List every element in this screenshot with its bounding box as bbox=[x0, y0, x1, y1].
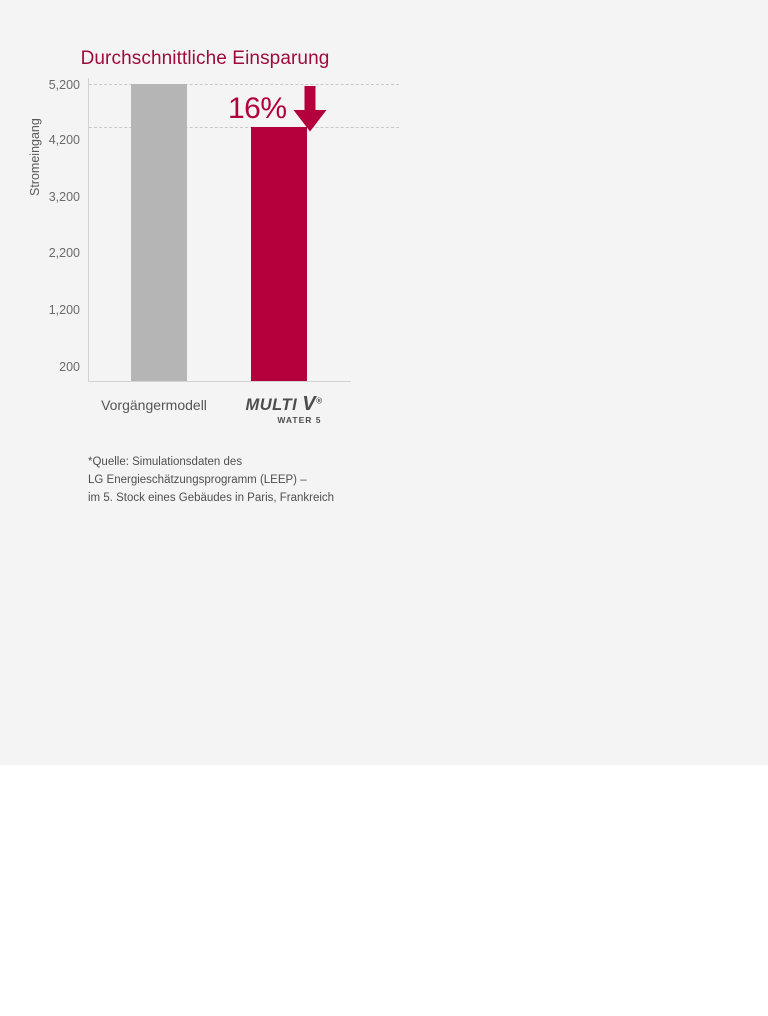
category-logo-multi-v-water-5: MULTI V® WATER 5 bbox=[245, 394, 322, 425]
ytick-label: 3,200 bbox=[48, 190, 80, 204]
ytick-label: 4,200 bbox=[48, 133, 80, 147]
ytick-label: 2,200 bbox=[48, 246, 80, 260]
ytick-label: 1,200 bbox=[48, 303, 80, 317]
savings-callout-left: 16% bbox=[228, 86, 327, 132]
logo-water5-text: WATER 5 bbox=[277, 415, 322, 425]
chart-electric-input: Durchschnittliche Einsparung Stromeingan… bbox=[0, 0, 410, 520]
plot-area-left: 5,200 4,200 3,200 2,200 1,200 200 bbox=[49, 78, 399, 382]
bar-multi-v-water-5 bbox=[251, 127, 307, 381]
ytick-label: 200 bbox=[59, 360, 80, 374]
chart-efficiency-eer: Efficiency (EER) 5.50 6.68 21% Vorgänger… bbox=[410, 0, 768, 520]
chart-title-left: Durchschnittliche Einsparung bbox=[80, 48, 330, 69]
arrow-down-icon bbox=[293, 86, 327, 132]
category-label-previous-model: Vorgängermodell bbox=[101, 397, 207, 413]
gridline-bar2-top bbox=[89, 127, 399, 128]
footnote-left: *Quelle: Simulationsdaten des LG Energie… bbox=[88, 456, 335, 504]
bar-previous-model bbox=[131, 84, 187, 381]
gridline-5200: 5,200 bbox=[49, 78, 399, 92]
logo-v-text: V bbox=[302, 393, 317, 415]
logo-trademark: ® bbox=[316, 396, 323, 406]
y-axis-label-left: Stromeingang bbox=[28, 118, 42, 196]
logo-wordmark: MULTI V® bbox=[245, 394, 322, 414]
ytick-label: 5,200 bbox=[48, 78, 80, 92]
savings-percent: 16% bbox=[228, 92, 287, 125]
category-row-left: Vorgängermodell MULTI V® WATER 5 bbox=[88, 394, 350, 426]
content-panel: Durchschnittliche Einsparung Stromeingan… bbox=[0, 0, 768, 765]
logo-multi-text: MULTI bbox=[245, 396, 298, 414]
